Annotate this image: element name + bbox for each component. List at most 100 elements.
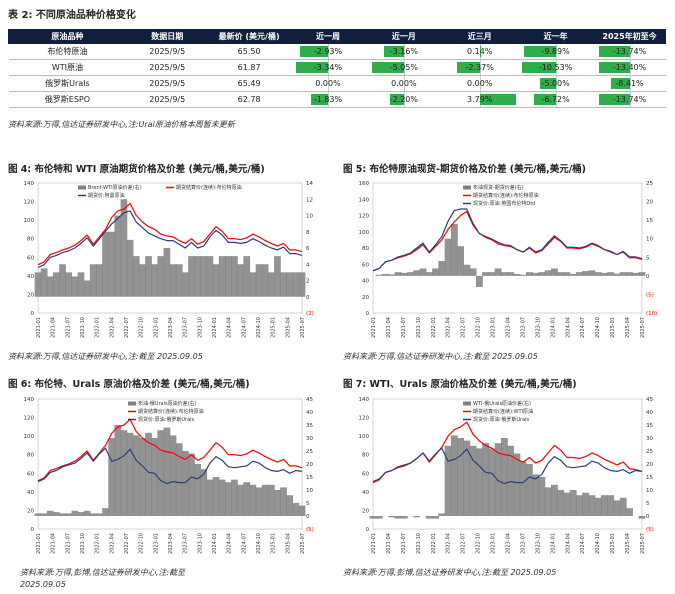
- x-tick-label: 2025-07: [640, 317, 646, 338]
- spread-bar: [157, 256, 165, 297]
- spread-bar: [65, 272, 73, 297]
- legend-swatch: [78, 185, 86, 190]
- spread-bar: [519, 461, 527, 516]
- cell-crude-name: 布伦特原油: [8, 43, 127, 60]
- change-value: -5.05%: [389, 63, 418, 72]
- spread-bar: [525, 272, 533, 276]
- y-left-tick-label: 60: [362, 471, 369, 477]
- y-left-tick-label: 40: [27, 490, 34, 496]
- table-row: 俄罗斯Urals 2025/9/5 65.49 0.00% 0.00% 0.00% -5.0…: [8, 75, 666, 92]
- chart-brent-spot-futures: 0 20 40 60 80 100 120 140 160 (10) (5) 0 5 10 15 20 25 20…: [359, 181, 658, 338]
- cell-crude-name: WTI原油: [8, 59, 127, 76]
- spread-bar: [108, 231, 116, 297]
- spread-bar: [280, 272, 287, 297]
- spread-bar: [218, 479, 226, 516]
- spread-bar: [59, 513, 66, 516]
- y-right-tick-label: 25: [306, 449, 313, 455]
- spread-bar: [457, 438, 465, 516]
- y-right-tick-label: 5: [306, 501, 310, 507]
- spread-bar: [175, 443, 183, 516]
- change-value: -6.72%: [541, 95, 570, 104]
- spread-bar: [475, 448, 483, 516]
- figure-6-title: 图 6: 布伦特、Urals 原油价格及价差 (美元/桶,美元/桶): [8, 379, 250, 390]
- spread-bar: [525, 464, 533, 516]
- table-row: WTI原油 2025/9/5 61.87 -3.34% -5.05% -2.37% -10.…: [8, 59, 666, 76]
- y-right-tick-label: 5: [646, 501, 650, 507]
- spread-bar: [638, 272, 646, 276]
- cell-price: 62.78: [208, 91, 291, 108]
- spread-bar: [40, 513, 48, 516]
- spread-bar: [601, 272, 608, 276]
- spread-bar: [582, 271, 590, 276]
- cell-change-q: -2.37%: [441, 59, 518, 76]
- spread-bar: [139, 438, 146, 516]
- change-bar: [539, 78, 556, 89]
- figure-4-source: 资料来源:万得,信达证券研发中心,注:截至 2025.09.05: [8, 352, 203, 361]
- change-bar: [598, 46, 630, 57]
- y-right-tick-label: 15: [646, 475, 653, 481]
- change-value: -2.37%: [465, 63, 494, 72]
- change-bar: [389, 94, 404, 105]
- col-quarter: 近三月: [441, 29, 519, 44]
- spread-bar: [286, 272, 294, 297]
- spread-bar: [200, 469, 208, 516]
- spread-bar: [40, 268, 48, 297]
- zero-line: [555, 92, 557, 107]
- x-tick-label: 2023-07: [520, 317, 526, 338]
- spread-bar: [500, 438, 508, 516]
- spread-bar: [563, 492, 571, 516]
- zero-line: [403, 44, 405, 59]
- plot-frame: [372, 398, 643, 530]
- figure-5-title: 图 5: 布伦特原油现货-期货价格及价差 (美元/桶,美元/桶): [343, 164, 587, 175]
- y-left-tick-label: 100: [359, 434, 370, 440]
- spread-bar: [71, 276, 79, 297]
- y-right-tick-label: (2): [306, 311, 314, 317]
- spread-bar: [46, 510, 54, 516]
- spread-bar: [83, 510, 91, 516]
- x-tick-label: 2024-01: [550, 317, 556, 338]
- y-left-tick-label: 80: [27, 453, 34, 459]
- x-tick-label: 2024-01: [212, 533, 218, 554]
- spread-bar: [237, 264, 244, 297]
- spread-bar: [194, 256, 201, 297]
- y-right-tick-label: 8: [306, 230, 310, 236]
- x-tick-label: 2022-10: [139, 317, 145, 338]
- x-tick-label: 2022-04: [109, 317, 115, 338]
- spread-bar: [438, 513, 446, 516]
- zero-line: [403, 92, 405, 107]
- y-left-tick-label: 160: [359, 181, 370, 187]
- spread-bar: [181, 451, 189, 516]
- change-value: 3.79%: [467, 95, 493, 104]
- x-tick-label: 2024-07: [580, 317, 586, 338]
- table-source-note: 资料来源:万得,信达证券研发中心,注:Ural原油价格本周暂未更新: [8, 120, 235, 129]
- legend-label: 布油现货-期货价差(右): [473, 184, 524, 191]
- spread-bar: [550, 484, 558, 516]
- figure-7-title: 图 7: WTI、Urals 原油价格及价差 (美元/桶,美元/桶): [343, 379, 577, 390]
- legend-label: 现货价:原油:俄罗斯Urals: [138, 416, 195, 423]
- x-tick-label: 2023-04: [168, 533, 174, 554]
- y-right-tick-label: 35: [306, 423, 313, 429]
- x-tick-label: 2024-07: [580, 533, 586, 554]
- spread-bar: [413, 270, 421, 276]
- legend-swatch: [463, 185, 471, 190]
- x-tick-label: 2024-01: [212, 317, 218, 338]
- spread-bar: [169, 435, 177, 516]
- spread-bar: [34, 513, 42, 516]
- spread-bar: [576, 272, 583, 276]
- change-value: 0.00%: [391, 79, 417, 88]
- col-year: 近一年: [517, 29, 595, 44]
- spread-bar: [475, 275, 483, 287]
- x-tick-label: 2022-07: [461, 317, 467, 338]
- change-bar: [296, 62, 328, 73]
- y-left-tick-label: 40: [27, 274, 34, 280]
- spread-bar: [292, 272, 300, 297]
- spread-bar: [594, 272, 602, 276]
- spread-bar: [65, 513, 73, 516]
- x-tick-label: 2021-04: [386, 317, 392, 338]
- change-value: 0.00%: [467, 79, 493, 88]
- zero-line: [479, 60, 481, 75]
- y-right-tick-label: 14: [306, 181, 313, 187]
- spread-bar: [206, 479, 214, 516]
- spread-bar: [432, 268, 439, 276]
- cell-change-m: -3.16%: [365, 43, 442, 60]
